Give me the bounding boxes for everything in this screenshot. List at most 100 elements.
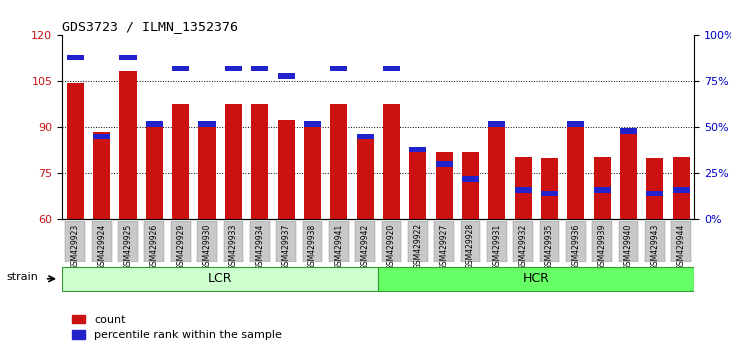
Bar bbox=[251, 66, 268, 71]
Bar bbox=[67, 83, 84, 219]
Bar bbox=[462, 176, 479, 182]
Bar bbox=[436, 152, 452, 219]
Text: HCR: HCR bbox=[523, 272, 550, 285]
Bar bbox=[673, 156, 690, 219]
FancyBboxPatch shape bbox=[382, 221, 401, 262]
Text: GSM429922: GSM429922 bbox=[413, 223, 423, 269]
Bar bbox=[225, 66, 242, 71]
Text: GSM429926: GSM429926 bbox=[150, 223, 159, 269]
Text: GSM429923: GSM429923 bbox=[71, 223, 80, 269]
Bar bbox=[330, 104, 347, 219]
Text: GDS3723 / ILMN_1352376: GDS3723 / ILMN_1352376 bbox=[62, 20, 238, 33]
Text: GSM429939: GSM429939 bbox=[598, 223, 607, 270]
Bar bbox=[488, 127, 505, 219]
Text: GSM429920: GSM429920 bbox=[387, 223, 396, 269]
Bar bbox=[594, 187, 611, 193]
Bar bbox=[383, 104, 400, 219]
Text: GSM429934: GSM429934 bbox=[255, 223, 264, 270]
Text: GSM429928: GSM429928 bbox=[466, 223, 475, 269]
Bar bbox=[646, 191, 664, 196]
Bar bbox=[620, 131, 637, 219]
FancyBboxPatch shape bbox=[645, 221, 664, 262]
Bar bbox=[409, 147, 426, 152]
Text: GSM429929: GSM429929 bbox=[176, 223, 185, 269]
Text: GSM429944: GSM429944 bbox=[677, 223, 686, 270]
Bar bbox=[93, 132, 110, 219]
Text: GSM429940: GSM429940 bbox=[624, 223, 633, 270]
FancyBboxPatch shape bbox=[329, 221, 349, 262]
FancyBboxPatch shape bbox=[171, 221, 191, 262]
FancyBboxPatch shape bbox=[566, 221, 586, 262]
Bar bbox=[119, 55, 137, 60]
FancyBboxPatch shape bbox=[461, 221, 480, 262]
Bar bbox=[515, 156, 531, 219]
FancyBboxPatch shape bbox=[276, 221, 296, 262]
FancyBboxPatch shape bbox=[379, 267, 694, 291]
Bar bbox=[304, 124, 321, 219]
Text: GSM429932: GSM429932 bbox=[519, 223, 528, 269]
Text: GSM429936: GSM429936 bbox=[572, 223, 580, 270]
Bar bbox=[673, 187, 690, 193]
Text: GSM429931: GSM429931 bbox=[493, 223, 501, 269]
FancyBboxPatch shape bbox=[618, 221, 638, 262]
Bar bbox=[620, 129, 637, 134]
FancyBboxPatch shape bbox=[118, 221, 138, 262]
Bar bbox=[541, 191, 558, 196]
Bar bbox=[172, 104, 189, 219]
FancyBboxPatch shape bbox=[434, 221, 454, 262]
Bar bbox=[383, 66, 400, 71]
FancyBboxPatch shape bbox=[92, 221, 112, 262]
Bar bbox=[436, 161, 452, 167]
Bar bbox=[304, 121, 321, 126]
Text: GSM429942: GSM429942 bbox=[360, 223, 370, 269]
Text: GSM429925: GSM429925 bbox=[124, 223, 132, 269]
Text: GSM429930: GSM429930 bbox=[202, 223, 211, 270]
Bar bbox=[172, 66, 189, 71]
FancyBboxPatch shape bbox=[197, 221, 217, 262]
Bar bbox=[199, 121, 216, 126]
FancyBboxPatch shape bbox=[355, 221, 375, 262]
Text: GSM429937: GSM429937 bbox=[281, 223, 291, 270]
FancyBboxPatch shape bbox=[303, 221, 322, 262]
Bar bbox=[488, 121, 505, 126]
FancyBboxPatch shape bbox=[592, 221, 612, 262]
FancyBboxPatch shape bbox=[671, 221, 691, 262]
Bar bbox=[330, 66, 347, 71]
FancyBboxPatch shape bbox=[250, 221, 270, 262]
Bar bbox=[93, 134, 110, 139]
Bar bbox=[567, 126, 585, 219]
Text: GSM429941: GSM429941 bbox=[334, 223, 344, 269]
FancyBboxPatch shape bbox=[408, 221, 428, 262]
Text: GSM429943: GSM429943 bbox=[651, 223, 659, 270]
Bar bbox=[409, 147, 426, 219]
Bar bbox=[515, 187, 531, 193]
Bar bbox=[462, 152, 479, 219]
Text: LCR: LCR bbox=[208, 272, 232, 285]
Text: GSM429933: GSM429933 bbox=[229, 223, 238, 270]
Text: strain: strain bbox=[6, 273, 38, 282]
Bar bbox=[278, 120, 295, 219]
Text: GSM429938: GSM429938 bbox=[308, 223, 317, 269]
Bar bbox=[199, 124, 216, 219]
Bar bbox=[67, 55, 84, 60]
Bar bbox=[567, 121, 585, 126]
Text: GSM429927: GSM429927 bbox=[439, 223, 449, 269]
Bar bbox=[646, 158, 664, 219]
Bar bbox=[594, 156, 611, 219]
Bar bbox=[145, 127, 163, 219]
FancyBboxPatch shape bbox=[66, 221, 86, 262]
FancyBboxPatch shape bbox=[513, 221, 533, 262]
FancyBboxPatch shape bbox=[539, 221, 559, 262]
Text: GSM429924: GSM429924 bbox=[97, 223, 106, 269]
Legend: count, percentile rank within the sample: count, percentile rank within the sample bbox=[68, 310, 287, 345]
FancyBboxPatch shape bbox=[487, 221, 507, 262]
Bar bbox=[357, 134, 374, 139]
Bar bbox=[145, 121, 163, 126]
Bar bbox=[119, 71, 137, 219]
FancyBboxPatch shape bbox=[62, 267, 379, 291]
FancyBboxPatch shape bbox=[145, 221, 164, 262]
Text: GSM429935: GSM429935 bbox=[545, 223, 554, 270]
Bar bbox=[541, 158, 558, 219]
Bar bbox=[357, 133, 374, 219]
FancyBboxPatch shape bbox=[224, 221, 243, 262]
